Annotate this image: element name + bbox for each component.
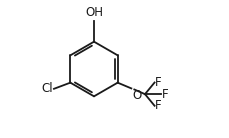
Text: F: F <box>155 76 162 89</box>
Text: F: F <box>161 88 168 101</box>
Text: O: O <box>132 89 141 102</box>
Text: OH: OH <box>85 6 103 19</box>
Text: F: F <box>155 99 162 112</box>
Text: Cl: Cl <box>42 82 53 95</box>
